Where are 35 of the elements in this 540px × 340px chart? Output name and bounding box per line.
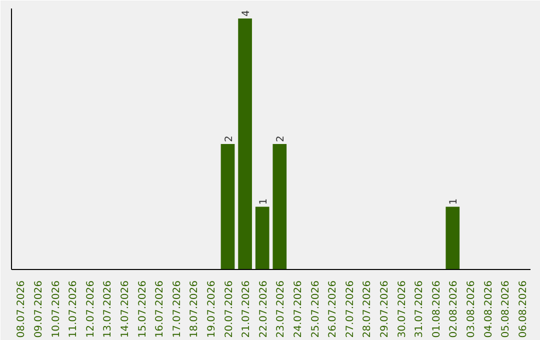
x-tick-label: 09.07.2026 <box>33 280 44 338</box>
x-tick-label: 27.07.2026 <box>344 280 356 338</box>
data-label: 1 <box>258 198 270 205</box>
x-tick-label: 04.08.2026 <box>483 280 494 338</box>
x-tick-label: 25.07.2026 <box>310 280 322 338</box>
data-label: 2 <box>224 136 235 142</box>
x-tick-label: 28.07.2026 <box>362 280 374 338</box>
x-tick-label: 15.07.2026 <box>137 280 148 338</box>
x-tick-label: 17.07.2026 <box>172 280 183 338</box>
x-tick-label: 20.07.2026 <box>224 280 235 338</box>
x-tick-label: 01.08.2026 <box>431 280 442 338</box>
x-tick-label: 08.07.2026 <box>16 280 28 338</box>
data-label: 2 <box>276 136 287 142</box>
x-tick-label: 02.08.2026 <box>448 280 460 338</box>
x-tick-label: 26.07.2026 <box>328 280 339 338</box>
data-label: 1 <box>448 198 460 205</box>
x-tick-label: 06.08.2026 <box>518 280 529 338</box>
x-tick-label: 03.08.2026 <box>466 280 477 338</box>
x-tick-label: 21.07.2026 <box>241 280 252 338</box>
x-tick-label: 12.07.2026 <box>85 280 96 338</box>
x-tick-label: 13.07.2026 <box>102 280 114 338</box>
x-tick-label: 31.07.2026 <box>414 280 426 338</box>
x-tick-label: 19.07.2026 <box>206 280 218 338</box>
x-tick-label: 10.07.2026 <box>50 280 62 338</box>
x-tick-label: 14.07.2026 <box>120 280 131 338</box>
x-tick-label: 16.07.2026 <box>154 280 166 338</box>
x-tick-label: 30.07.2026 <box>396 280 408 338</box>
data-label: 4 <box>241 10 252 17</box>
x-tick-label: 18.07.2026 <box>189 280 200 338</box>
x-tick-label: 23.07.2026 <box>276 280 287 338</box>
x-tick-label: 05.08.2026 <box>500 280 512 338</box>
x-tick-label: 24.07.2026 <box>292 280 304 338</box>
x-tick-label: 22.07.2026 <box>258 280 270 338</box>
x-tick-label: 29.07.2026 <box>379 280 390 338</box>
x-tick-label: 11.07.2026 <box>68 280 80 338</box>
